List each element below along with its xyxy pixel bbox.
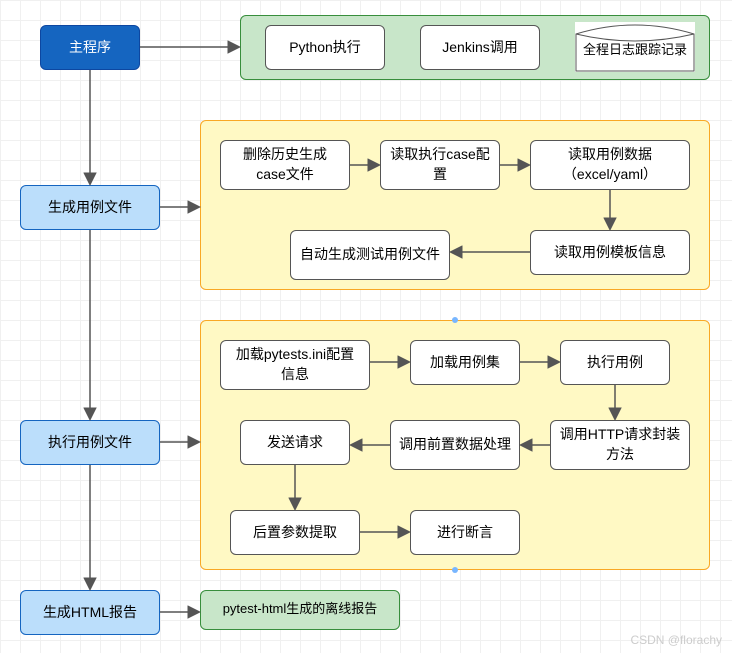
log-label: 全程日志跟踪记录 xyxy=(583,36,687,59)
node-execute-case: 执行用例 xyxy=(560,340,670,385)
node-auto-generate: 自动生成测试用例文件 xyxy=(290,230,450,280)
node-main-program: 主程序 xyxy=(40,25,140,70)
node-read-template: 读取用例模板信息 xyxy=(530,230,690,275)
node-delete-history: 删除历史生成case文件 xyxy=(220,140,350,190)
watermark: CSDN @florachy xyxy=(630,633,722,647)
node-generate-file: 生成用例文件 xyxy=(20,185,160,230)
node-pre-process: 调用前置数据处理 xyxy=(390,420,520,470)
node-load-caseset: 加载用例集 xyxy=(410,340,520,385)
node-html-report: 生成HTML报告 xyxy=(20,590,160,635)
node-read-config: 读取执行case配置 xyxy=(380,140,500,190)
node-jenkins-call: Jenkins调用 xyxy=(420,25,540,70)
node-assert: 进行断言 xyxy=(410,510,520,555)
node-execute-file: 执行用例文件 xyxy=(20,420,160,465)
resize-handle-icon xyxy=(452,317,458,323)
node-read-data: 读取用例数据（excel/yaml） xyxy=(530,140,690,190)
node-log-tracking: 全程日志跟踪记录 xyxy=(575,22,695,72)
node-http-wrap: 调用HTTP请求封装方法 xyxy=(550,420,690,470)
node-send-request: 发送请求 xyxy=(240,420,350,465)
node-offline-report: pytest-html生成的离线报告 xyxy=(210,598,390,617)
node-post-extract: 后置参数提取 xyxy=(230,510,360,555)
node-load-ini: 加载pytests.ini配置信息 xyxy=(220,340,370,390)
resize-handle-icon xyxy=(452,567,458,573)
node-python-exec: Python执行 xyxy=(265,25,385,70)
